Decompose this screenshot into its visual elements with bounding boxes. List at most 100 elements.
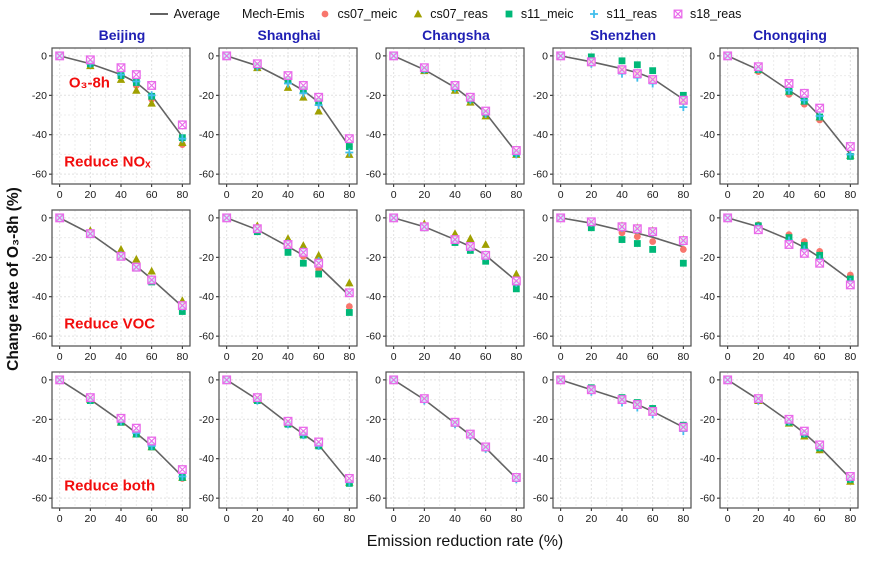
svg-text:60: 60 xyxy=(814,351,826,363)
svg-text:0: 0 xyxy=(208,212,214,224)
svg-text:-60: -60 xyxy=(366,331,381,343)
series-s18_reas xyxy=(556,51,688,105)
svg-text:-40: -40 xyxy=(700,129,715,141)
series-s18_reas xyxy=(222,213,354,298)
svg-text:20: 20 xyxy=(418,189,430,201)
svg-text:20: 20 xyxy=(585,351,597,363)
scenario-annotation: Reduce NOₓ xyxy=(64,153,151,170)
svg-text:40: 40 xyxy=(616,351,628,363)
legend-series-items: cs07_meic cs07_reas s11_meic s11_reas s18_re… xyxy=(318,7,741,21)
series-average xyxy=(727,55,851,155)
svg-text:-40: -40 xyxy=(366,291,381,303)
svg-text:20: 20 xyxy=(84,189,96,201)
svg-text:0: 0 xyxy=(391,513,397,525)
svg-text:40: 40 xyxy=(449,513,461,525)
svg-text:80: 80 xyxy=(343,189,355,201)
svg-text:80: 80 xyxy=(844,351,856,363)
legend-series-label: s11_meic xyxy=(520,7,574,21)
svg-text:40: 40 xyxy=(616,189,628,201)
svg-text:40: 40 xyxy=(282,351,294,363)
svg-text:80: 80 xyxy=(176,351,188,363)
panel-chongqing-row1: 0 -20 -40 -60 0 20 40 60 80 xyxy=(700,47,859,201)
svg-text:-60: -60 xyxy=(32,169,47,181)
svg-text:20: 20 xyxy=(84,351,96,363)
panel-changsha-row2: 0 -20 -40 -60 0 20 40 60 80 xyxy=(366,209,525,363)
svg-text:0: 0 xyxy=(725,513,731,525)
series-s18_reas xyxy=(55,213,187,311)
svg-text:0: 0 xyxy=(224,351,230,363)
panel-shanghai-row2: 0 -20 -40 -60 0 20 40 60 80 xyxy=(199,209,358,363)
series-s18_reas xyxy=(222,51,354,144)
svg-text:-40: -40 xyxy=(199,453,214,465)
svg-text:20: 20 xyxy=(585,189,597,201)
panel-column-chongqing: Chongqing 0 -20 -40 -60 0 20 40 60 80 0 -20 -40 -60 0 2… xyxy=(694,26,860,531)
panel-changsha-row1: 0 -20 -40 -60 0 20 40 60 80 xyxy=(366,47,525,201)
series-average xyxy=(226,55,350,148)
svg-text:0: 0 xyxy=(542,374,548,386)
svg-text:-20: -20 xyxy=(199,252,214,264)
svg-text:-20: -20 xyxy=(700,414,715,426)
svg-text:-60: -60 xyxy=(199,331,214,343)
legend-item-cs07_meic: cs07_meic xyxy=(318,7,397,21)
panel-chongqing-row2: 0 -20 -40 -60 0 20 40 60 80 xyxy=(700,209,859,363)
svg-text:-40: -40 xyxy=(199,291,214,303)
svg-text:60: 60 xyxy=(480,351,492,363)
series-s18_reas xyxy=(222,375,354,483)
svg-text:40: 40 xyxy=(449,351,461,363)
svg-text:0: 0 xyxy=(391,189,397,201)
legend-item-s18_reas: s18_reas xyxy=(671,7,741,21)
panel-column-beijing: Beijing 0 -20 -40 -60 0 20 40 60 80 O₃-8h Reduce NO… xyxy=(26,26,192,531)
svg-text:0: 0 xyxy=(542,50,548,62)
triangle-icon xyxy=(414,9,423,18)
svg-text:80: 80 xyxy=(677,351,689,363)
average-line-icon xyxy=(149,13,168,15)
svg-text:60: 60 xyxy=(313,513,325,525)
svg-text:-40: -40 xyxy=(32,129,47,141)
svg-text:-40: -40 xyxy=(32,453,47,465)
panel-column-shanghai: Shanghai 0 -20 -40 -60 0 20 40 60 80 0 -20 -40 -60 0 20… xyxy=(193,26,359,531)
svg-text:80: 80 xyxy=(510,351,522,363)
svg-text:60: 60 xyxy=(647,189,659,201)
svg-text:0: 0 xyxy=(57,513,63,525)
svg-text:-40: -40 xyxy=(199,129,214,141)
legend-series-label: s18_reas xyxy=(689,7,742,21)
svg-text:60: 60 xyxy=(313,351,325,363)
svg-text:-20: -20 xyxy=(366,90,381,102)
svg-text:20: 20 xyxy=(752,513,764,525)
series-average xyxy=(393,217,517,282)
svg-text:-60: -60 xyxy=(533,169,548,181)
svg-text:-60: -60 xyxy=(32,493,47,505)
panel-shanghai-row1: 0 -20 -40 -60 0 20 40 60 80 xyxy=(199,47,358,201)
svg-text:-40: -40 xyxy=(32,291,47,303)
svg-text:-40: -40 xyxy=(533,453,548,465)
svg-text:20: 20 xyxy=(251,189,263,201)
svg-text:40: 40 xyxy=(616,513,628,525)
panel-column-shenzhen: Shenzhen 0 -20 -40 -60 0 20 40 60 80 0 -20 -40 -60 0 20… xyxy=(527,26,693,531)
svg-text:60: 60 xyxy=(146,351,158,363)
legend-item-average: Average xyxy=(149,7,220,21)
svg-text:40: 40 xyxy=(115,189,127,201)
svg-text:-20: -20 xyxy=(533,414,548,426)
svg-text:-20: -20 xyxy=(32,414,47,426)
svg-text:-20: -20 xyxy=(199,414,214,426)
panel-changsha-row3: 0 -20 -40 -60 0 20 40 60 80 xyxy=(366,371,525,525)
panel-shanghai-row3: 0 -20 -40 -60 0 20 40 60 80 xyxy=(199,371,358,525)
svg-text:20: 20 xyxy=(752,189,764,201)
series-average xyxy=(727,379,851,479)
series-average xyxy=(226,379,350,483)
svg-text:-60: -60 xyxy=(700,493,715,505)
svg-text:0: 0 xyxy=(725,351,731,363)
svg-text:-40: -40 xyxy=(366,129,381,141)
y-axis-label-text: Change rate of O₃-8h (%) xyxy=(5,186,22,371)
legend-item-s11_meic: s11_meic xyxy=(502,7,574,21)
svg-text:0: 0 xyxy=(375,374,381,386)
svg-text:-60: -60 xyxy=(366,493,381,505)
svg-text:-40: -40 xyxy=(366,453,381,465)
svg-text:60: 60 xyxy=(647,513,659,525)
svg-text:-20: -20 xyxy=(199,90,214,102)
svg-text:0: 0 xyxy=(57,189,63,201)
svg-text:80: 80 xyxy=(844,513,856,525)
circle-icon xyxy=(322,10,329,18)
series-s18_reas xyxy=(389,375,521,482)
